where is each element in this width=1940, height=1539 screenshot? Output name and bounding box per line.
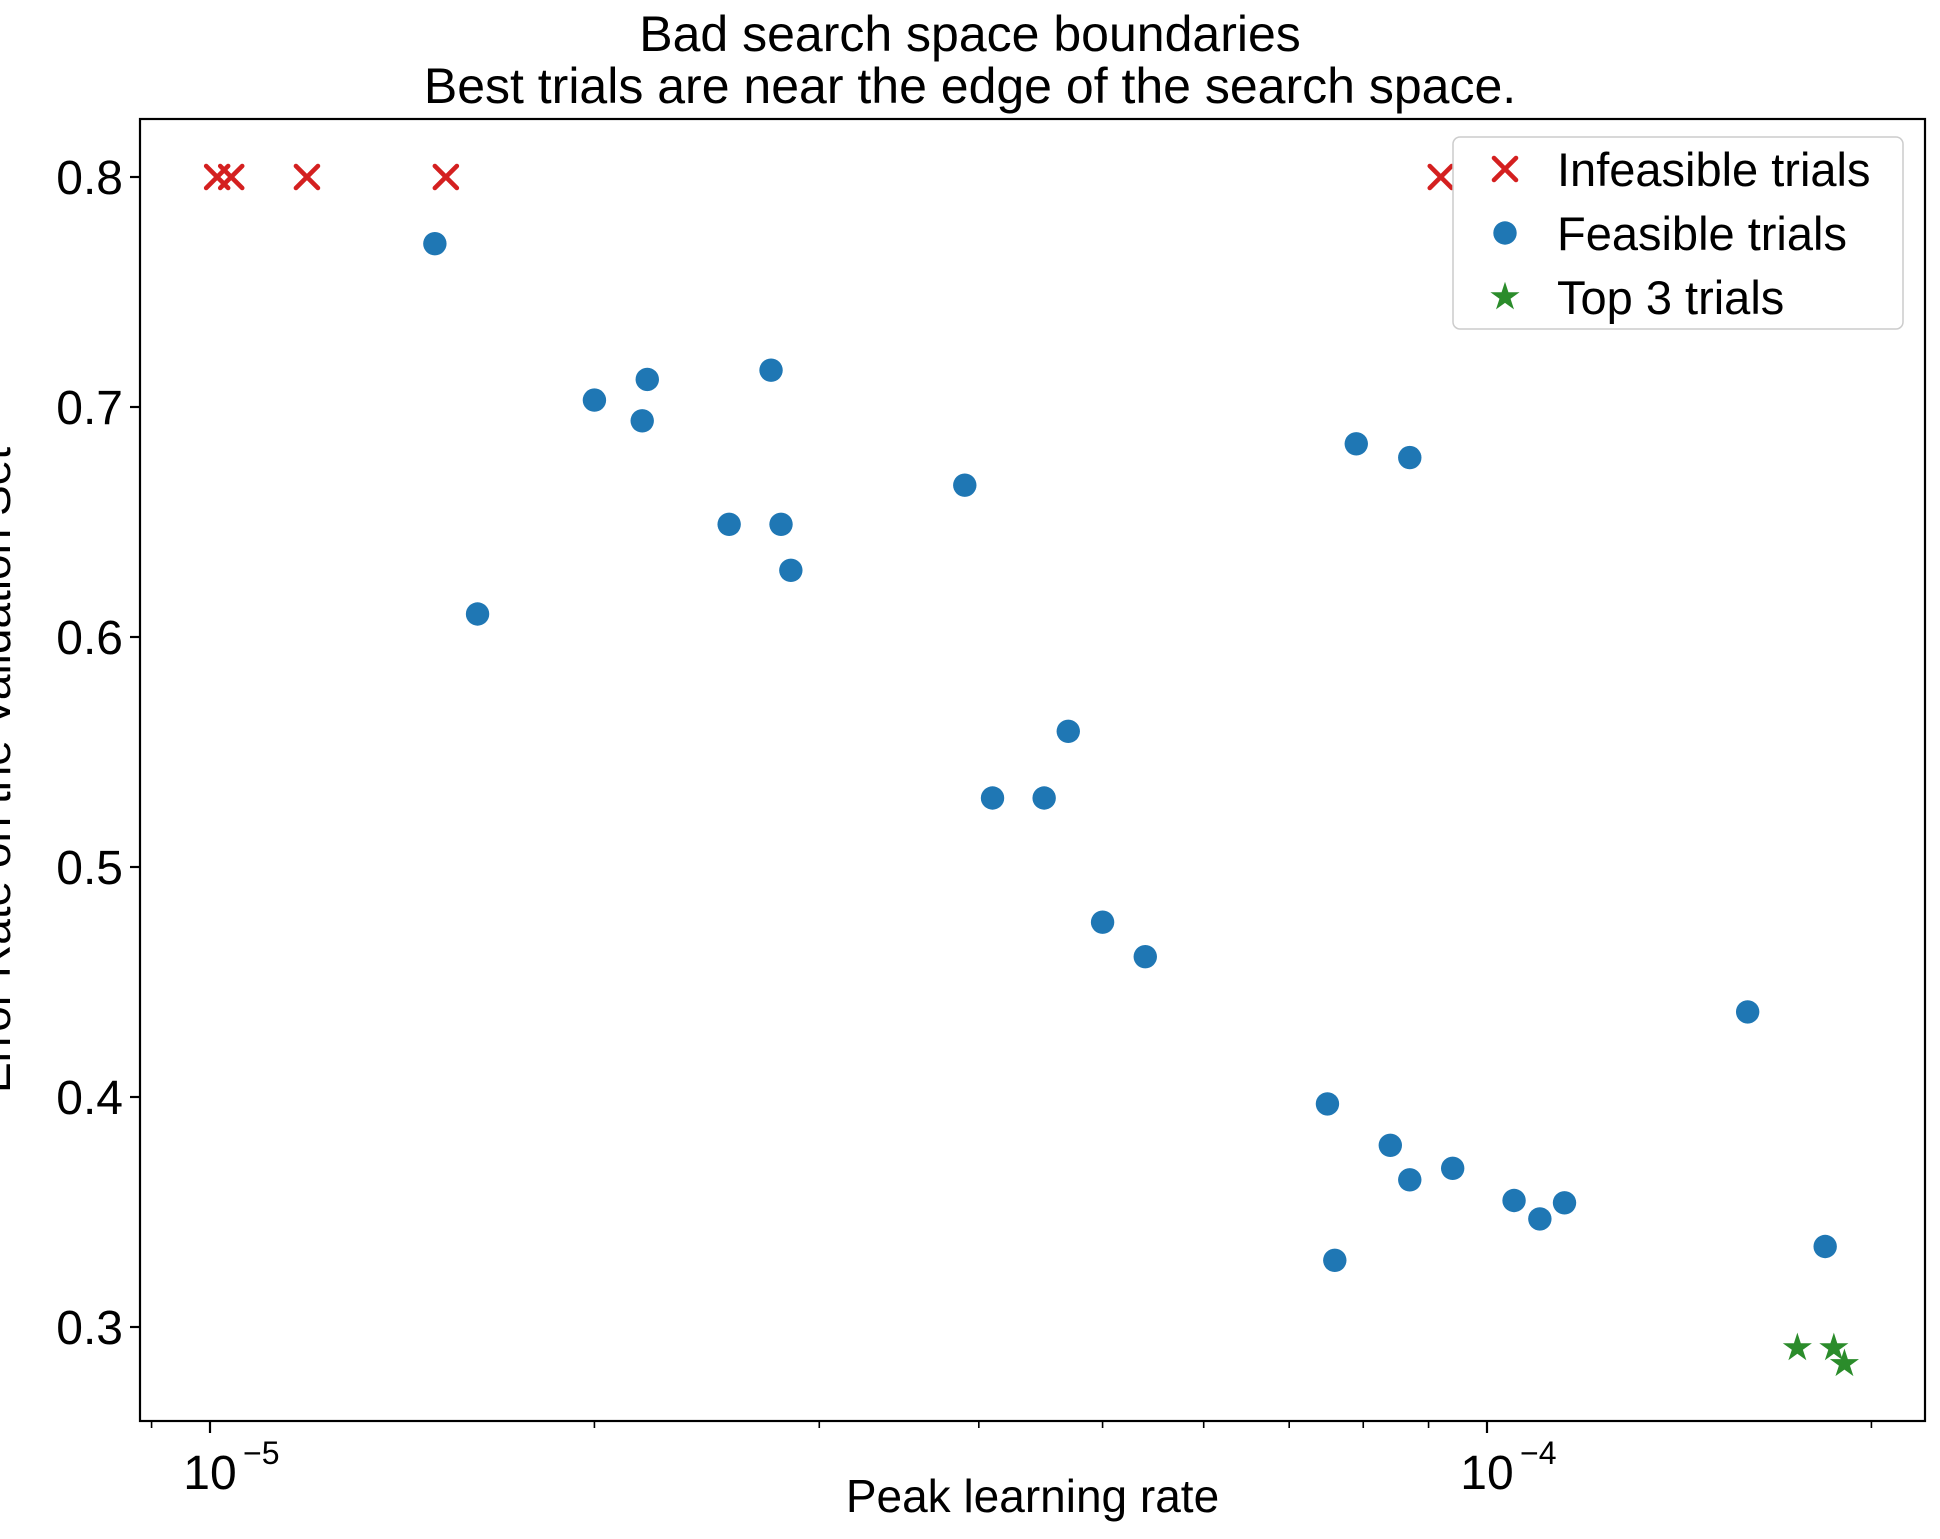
svg-text:0.5: 0.5 <box>56 842 123 895</box>
svg-text:Peak learning rate: Peak learning rate <box>846 1470 1219 1522</box>
svg-text:Bad search space boundaries: Bad search space boundaries <box>639 6 1301 62</box>
svg-text:0.8: 0.8 <box>56 152 123 205</box>
svg-text:Best trials are near the edge: Best trials are near the edge of the sea… <box>424 58 1516 114</box>
svg-text:10: 10 <box>183 1447 236 1500</box>
svg-text:0.6: 0.6 <box>56 612 123 665</box>
svg-text:0.3: 0.3 <box>56 1302 123 1355</box>
svg-text:10: 10 <box>1460 1447 1513 1500</box>
svg-text:Feasible trials: Feasible trials <box>1557 207 1847 260</box>
svg-text:Infeasible trials: Infeasible trials <box>1557 143 1871 196</box>
svg-text:Top 3 trials: Top 3 trials <box>1557 271 1784 324</box>
svg-text:−5: −5 <box>243 1435 279 1471</box>
svg-text:Error Rate on the Validation S: Error Rate on the Validation Set <box>0 447 20 1093</box>
svg-text:0.7: 0.7 <box>56 382 123 435</box>
svg-text:0.4: 0.4 <box>56 1072 123 1125</box>
svg-text:−4: −4 <box>1520 1435 1556 1471</box>
